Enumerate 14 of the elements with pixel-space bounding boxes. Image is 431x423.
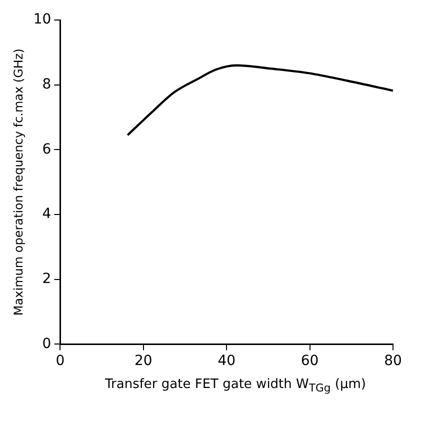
y-tick-label: 10 (33, 12, 52, 28)
x-tick-label: 80 (384, 353, 402, 370)
x-tick-label: 0 (56, 353, 65, 370)
y-tick-label: 6 (42, 141, 52, 158)
x-axis-title: Transfer gate FET gate width W$_{TGg}$ (μm) (104, 377, 367, 395)
y-tick-label: 4 (42, 206, 52, 222)
x-tick-label: 20 (134, 353, 152, 370)
line-series (126, 64, 393, 136)
x-tick-label: 60 (300, 353, 319, 370)
y-axis-title: Maximum operation frequency fc.max (GHz) (11, 48, 26, 316)
y-tick-label: 8 (42, 76, 52, 92)
y-tick-label: 2 (42, 271, 52, 287)
y-tick-label: 0 (42, 336, 52, 352)
x-tick-label: 40 (218, 353, 236, 370)
